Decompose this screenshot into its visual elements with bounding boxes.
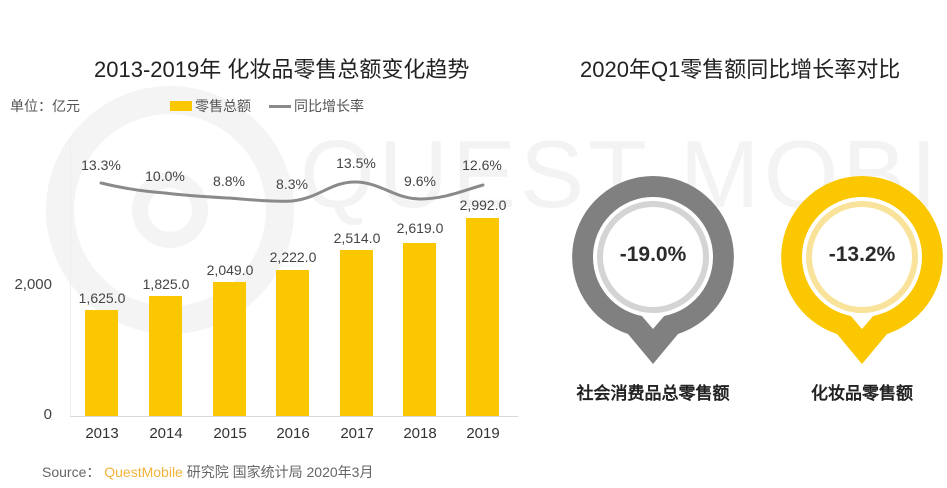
pin-value-consumer-goods: -19.0%: [619, 243, 687, 266]
bar-value-2016: 2,222.0: [269, 249, 317, 265]
y-axis-line: [70, 140, 71, 416]
legend: 零售总额 同比增长率: [170, 96, 364, 116]
map-pin-gray-icon: [572, 176, 734, 364]
bar-value-2015: 2,049.0: [206, 262, 254, 278]
bar-2015: [213, 282, 246, 416]
map-pin-yellow-icon: [781, 176, 943, 364]
growth-label-2019: 12.6%: [462, 157, 502, 173]
left-chart-title: 2013-2019年 化妆品零售总额变化趋势: [94, 57, 470, 82]
legend-line-label: 同比增长率: [294, 98, 364, 114]
growth-label-2017: 13.5%: [336, 155, 376, 171]
bar-value-2019: 2,992.0: [459, 197, 507, 213]
bar-2016: [276, 270, 309, 416]
growth-label-2013: 13.3%: [81, 157, 121, 173]
pin-label-consumer-goods: 社会消费品总零售额: [576, 384, 730, 403]
y-tick-2000: 2,000: [14, 276, 52, 293]
bar-value-2013: 1,625.0: [78, 290, 126, 306]
growth-label-2016: 8.3%: [276, 176, 308, 192]
x-label-2017: 2017: [340, 425, 374, 442]
bar-2017: [340, 250, 373, 416]
x-label-2015: 2015: [213, 425, 247, 442]
x-label-2018: 2018: [403, 425, 437, 442]
growth-label-2015: 8.8%: [213, 173, 245, 189]
bar-2014: [149, 296, 182, 416]
pin-value-cosmetics: -13.2%: [828, 243, 896, 266]
legend-bar-label: 零售总额: [195, 98, 251, 114]
bar-value-2017: 2,514.0: [333, 230, 381, 246]
x-label-2016: 2016: [276, 425, 310, 442]
bar-2013: [85, 310, 118, 416]
x-label-2013: 2013: [85, 425, 119, 442]
bar-value-2018: 2,619.0: [396, 220, 444, 236]
x-label-2019: 2019: [466, 425, 500, 442]
source-note: Source： QuestMobile 研究院 国家统计局 2020年3月: [42, 462, 373, 482]
growth-rate-line: [99, 180, 485, 203]
y-tick-0: 0: [43, 406, 52, 423]
bar-value-2014: 1,825.0: [142, 276, 190, 292]
growth-label-2018: 9.6%: [404, 173, 436, 189]
growth-label-2014: 10.0%: [145, 168, 185, 184]
x-label-2014: 2014: [149, 425, 183, 442]
source-prefix: Source：: [42, 464, 101, 480]
pin-label-cosmetics: 化妆品零售额: [811, 384, 913, 403]
x-axis-line: [70, 416, 518, 417]
source-brand: QuestMobile: [104, 464, 183, 480]
bar-2018: [403, 243, 436, 416]
legend-line-swatch-icon: [269, 104, 291, 108]
unit-label: 单位：亿元: [10, 98, 80, 114]
source-suffix: 研究院 国家统计局 2020年3月: [186, 464, 374, 480]
bar-2019: [466, 218, 499, 416]
right-chart-title: 2020年Q1零售额同比增长率对比: [580, 57, 901, 82]
legend-bar-swatch-icon: [170, 101, 192, 111]
